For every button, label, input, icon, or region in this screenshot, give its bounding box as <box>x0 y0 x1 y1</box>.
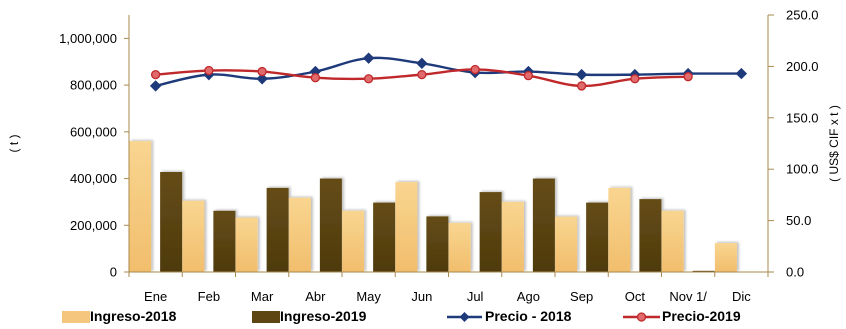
legend-label-ingreso-2018: Ingreso-2018 <box>90 308 177 324</box>
axes-layer <box>124 14 774 277</box>
y-axis-title: ( t ) <box>7 135 21 153</box>
legend-swatch-ingreso-2019 <box>252 311 280 323</box>
left-tick-label-1: 200,000 <box>70 218 117 233</box>
bar-ingreso-2018-3 <box>288 197 311 272</box>
bar-ingreso-2018-7 <box>501 201 524 272</box>
bar-ingreso-2018-10 <box>661 210 684 272</box>
left-tick-label-0: 0 <box>110 265 117 280</box>
point-precio-2019-3 <box>310 73 321 83</box>
left-tick-label-4: 800,000 <box>70 78 117 93</box>
bar-ingreso-2019-3 <box>319 178 342 272</box>
x-tick-label-2: Mar <box>251 289 274 304</box>
bar-ingreso-2018-5 <box>395 182 418 272</box>
legend-swatch-ingreso-2018 <box>62 311 90 323</box>
legend-label-precio-2019: Precio-2019 <box>662 308 741 324</box>
left-tick-label-3: 600,000 <box>70 124 117 139</box>
left-tick-label-2: 400,000 <box>70 171 117 186</box>
x-tick-label-10: Nov 1/ <box>669 289 707 304</box>
x-tick-label-3: Abr <box>305 289 326 304</box>
bar-ingreso-2019-5 <box>426 216 449 272</box>
bar-ingreso-2018-8 <box>555 216 578 272</box>
bar-ingreso-2019-2 <box>266 187 289 272</box>
right-tick-label-3: 150.0 <box>786 110 819 125</box>
x-tick-label-9: Oct <box>625 289 646 304</box>
bar-ingreso-2019-7 <box>532 178 555 272</box>
right-tick-label-5: 250.0 <box>786 8 819 23</box>
legend-marker-precio-2018 <box>459 312 470 322</box>
point-precio-2018-2 <box>256 73 268 85</box>
x-tick-label-6: Jul <box>467 289 484 304</box>
right-tick-label-4: 200.0 <box>786 59 819 74</box>
point-precio-2019-7 <box>523 71 534 81</box>
right-tick-label-0: 0.0 <box>786 265 804 280</box>
point-precio-2018-0 <box>149 80 162 92</box>
right-tick-label-1: 50.0 <box>786 213 811 228</box>
x-tick-label-0: Ene <box>144 289 167 304</box>
x-tick-label-11: Dic <box>732 289 751 304</box>
x-tick-label-1: Feb <box>198 289 220 304</box>
point-precio-2019-0 <box>150 69 161 80</box>
point-precio-2019-8 <box>576 81 587 91</box>
bar-ingreso-2018-9 <box>608 187 631 272</box>
bar-ingreso-2018-0 <box>129 141 152 272</box>
point-precio-2018-4 <box>362 52 375 64</box>
point-precio-2018-8 <box>575 68 588 81</box>
bar-ingreso-2018-1 <box>182 200 205 272</box>
point-precio-2019-5 <box>417 69 427 80</box>
x-tick-label-4: May <box>356 289 381 304</box>
legend-label-ingreso-2019: Ingreso-2019 <box>280 308 367 324</box>
point-precio-2019-2 <box>257 66 267 77</box>
bar-ingreso-2018-6 <box>448 222 471 272</box>
bar-ingreso-2019-6 <box>479 192 502 272</box>
x-tick-label-5: Jun <box>411 289 432 304</box>
point-precio-2019-1 <box>204 65 214 76</box>
bar-ingreso-2019-4 <box>373 202 396 272</box>
point-precio-2019-4 <box>363 74 374 84</box>
x-tick-label-7: Ago <box>517 289 540 304</box>
legend-label-precio-2018: Precio - 2018 <box>485 308 572 324</box>
bar-ingreso-2018-11 <box>714 243 737 272</box>
y2-axis-title: ( US$ CIF x t ) <box>827 105 841 182</box>
point-precio-2019-10 <box>683 72 693 82</box>
x-tick-label-8: Sep <box>570 289 593 304</box>
point-precio-2018-5 <box>416 57 428 70</box>
bar-ingreso-2019-0 <box>160 172 183 272</box>
lines-layer <box>149 52 748 92</box>
right-tick-label-2: 100.0 <box>786 162 819 177</box>
bar-ingreso-2019-8 <box>586 202 609 272</box>
legend-marker-precio-2019 <box>636 312 647 322</box>
bar-ingreso-2019-1 <box>213 210 236 272</box>
left-tick-label-5: 1,000,000 <box>59 31 117 46</box>
point-precio-2018-11 <box>735 67 748 80</box>
bars-layer <box>129 141 737 272</box>
point-precio-2019-9 <box>630 74 640 84</box>
point-precio-2019-6 <box>470 64 480 75</box>
bar-ingreso-2019-9 <box>639 199 662 272</box>
bar-ingreso-2019-10 <box>692 270 715 272</box>
bar-ingreso-2018-4 <box>342 210 365 272</box>
legend: Ingreso-2018 Ingreso-2019 Precio - 2018 Pre… <box>62 308 741 324</box>
bar-ingreso-2018-2 <box>235 217 258 272</box>
labels-layer: 0 200,000 400,000 600,000 800,000 1,000,000 0.… <box>7 8 841 305</box>
